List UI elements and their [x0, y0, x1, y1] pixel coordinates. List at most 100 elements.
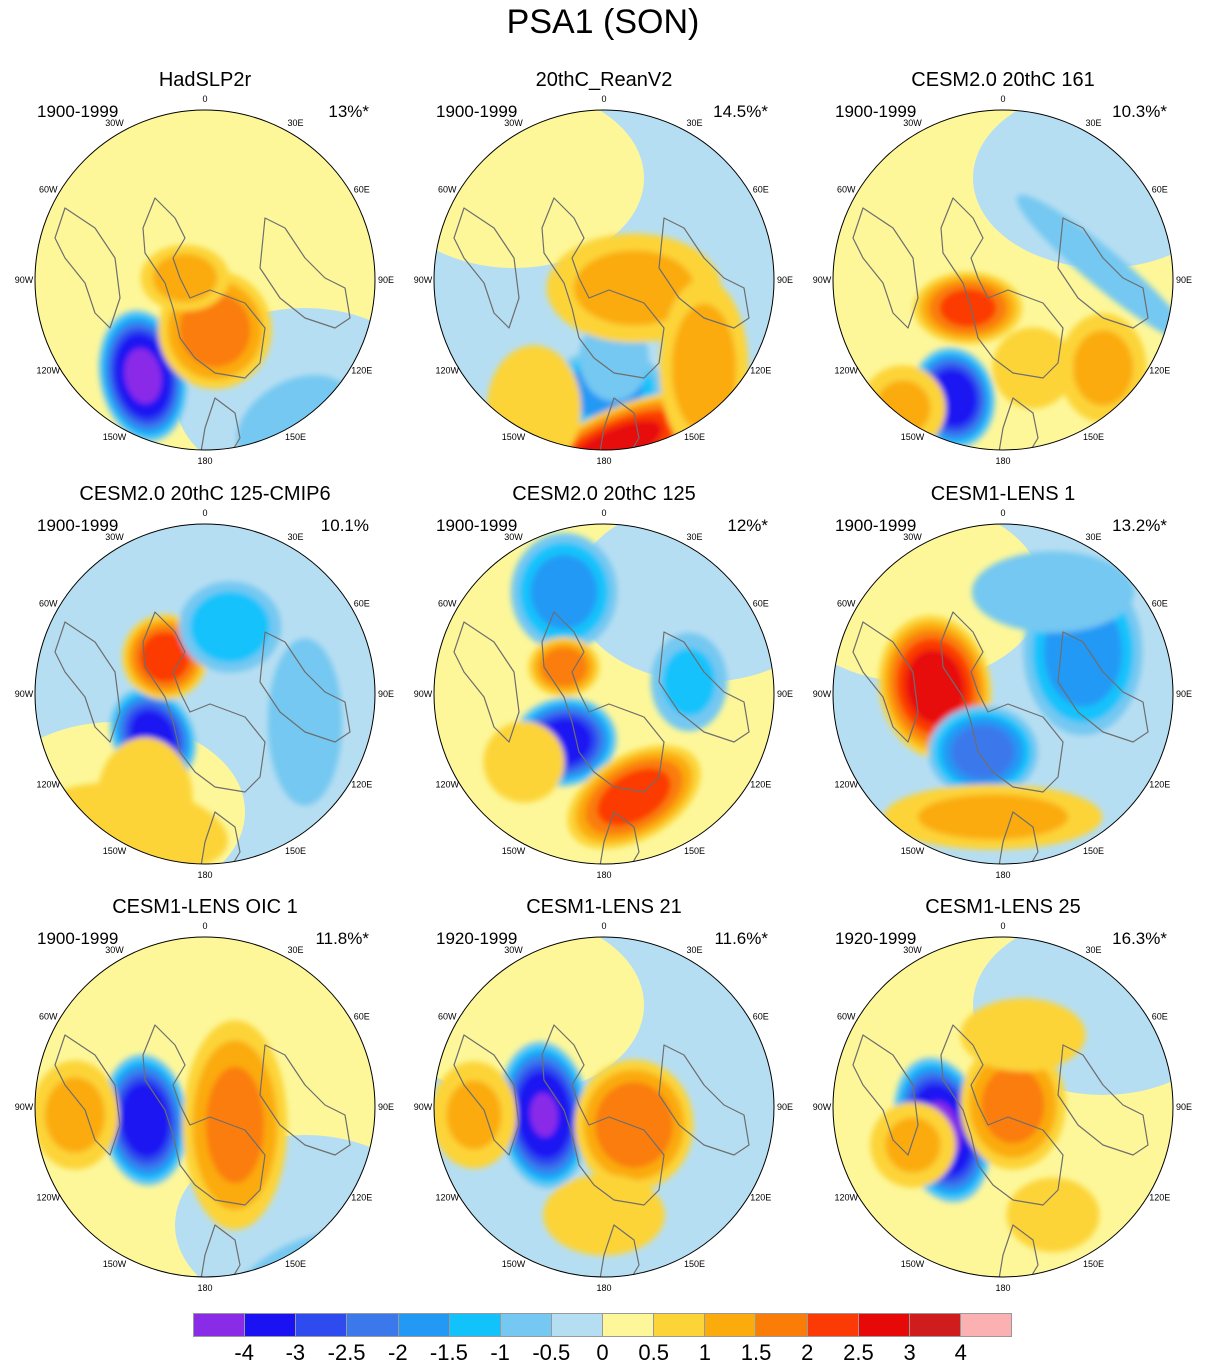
- contour-fill: [190, 591, 270, 663]
- longitude-label: 30W: [105, 118, 124, 128]
- longitude-label: 120E: [1149, 780, 1170, 790]
- anomaly-field: [434, 937, 774, 1277]
- longitude-label: 30E: [287, 945, 303, 955]
- longitude-label: 180: [995, 1283, 1010, 1293]
- panel-title: CESM2.0 20thC 161: [911, 69, 1095, 91]
- colorbar-tick-label: 3: [903, 1340, 916, 1365]
- panel-variance-pct: 13.2%*: [1112, 516, 1167, 535]
- contour-fill: [951, 725, 1015, 779]
- colorbar-tick-label: 2: [801, 1340, 814, 1365]
- contour-fill: [44, 1077, 106, 1153]
- longitude-label: 120W: [435, 366, 459, 376]
- longitude-label: 60E: [753, 599, 769, 609]
- colorbar-tick-label: 0: [596, 1340, 609, 1365]
- polar-map: 0 30E 60E 90E 120E 150E 180 150W 120W 90W 60W 30W: [15, 508, 394, 880]
- panel-variance-pct: 10.1%: [320, 516, 369, 535]
- longitude-label: 150E: [285, 432, 306, 442]
- panel-period: 1900-1999: [436, 102, 518, 121]
- longitude-label: 150W: [901, 432, 925, 442]
- contour-fill: [1006, 1177, 1100, 1253]
- longitude-label: 180: [995, 870, 1010, 880]
- coastline: [142, 197, 266, 379]
- anomaly-field: [833, 937, 1173, 1277]
- colorbar-cell: [245, 1314, 297, 1336]
- contour-fill: [120, 1083, 170, 1157]
- contour-fill: [140, 632, 190, 682]
- longitude-label: 90E: [777, 1102, 793, 1112]
- longitude-label: 90W: [813, 689, 832, 699]
- longitude-label: 60E: [354, 185, 370, 195]
- contour-fill: [992, 327, 1074, 409]
- figure-title: PSA1 (SON): [506, 3, 700, 41]
- panel-variance-pct: 12%*: [727, 516, 768, 535]
- contour-fill: [530, 554, 598, 630]
- longitude-label: 30E: [686, 945, 702, 955]
- longitude-label: 120W: [36, 1193, 60, 1203]
- longitude-label: 60W: [837, 185, 856, 195]
- contour-fill: [917, 794, 1069, 840]
- longitude-label: 180: [995, 456, 1010, 466]
- colorbar-tick-label: -1.5: [429, 1340, 468, 1365]
- longitude-label: 60E: [354, 599, 370, 609]
- colorbar-cell: [909, 1314, 961, 1336]
- longitude-label: 120E: [1149, 366, 1170, 376]
- longitude-label: 30E: [287, 118, 303, 128]
- longitude-label: 0: [601, 94, 606, 104]
- longitude-label: 60W: [39, 599, 58, 609]
- coastline: [54, 1034, 121, 1156]
- colorbar-cell: [960, 1314, 1011, 1336]
- longitude-label: 60W: [438, 599, 457, 609]
- contour-fill: [1072, 330, 1134, 406]
- longitude-label: 30W: [903, 945, 922, 955]
- coastline: [658, 1044, 750, 1156]
- contour-fill: [671, 303, 737, 433]
- map-boundary: [34, 523, 376, 865]
- polar-map: 0 30E 60E 90E 120E 150E 180 150W 120W 90W 60W 30W: [414, 94, 793, 466]
- panel-variance-pct: 11.6%*: [714, 929, 768, 948]
- longitude-label: 60W: [837, 1012, 856, 1022]
- map-panel: CESM1-LENS 25 1920-1999 16.3%* 0 30E 60E 90E 12…: [803, 895, 1203, 1305]
- panel-period: 1900-1999: [835, 102, 917, 121]
- colorbar-cell: [347, 1314, 399, 1336]
- longitude-label: 150W: [502, 432, 526, 442]
- coastline: [541, 197, 665, 379]
- coastline: [1057, 217, 1149, 329]
- colorbar-tick-label: 1.5: [740, 1340, 772, 1365]
- longitude-label: 60E: [753, 1012, 769, 1022]
- colorbar-cell: [756, 1314, 808, 1336]
- longitude-label: 150W: [901, 1259, 925, 1269]
- longitude-label: 30W: [105, 945, 124, 955]
- contour-fill: [971, 551, 1135, 633]
- coastline: [997, 811, 1039, 864]
- map-panel: CESM1-LENS 21 1920-1999 11.6%* 0 30E 60E 90E 12…: [404, 895, 804, 1305]
- longitude-label: 150E: [1083, 1259, 1104, 1269]
- map-boundary: [832, 109, 1174, 451]
- colorbar-tick-label: -4: [234, 1340, 254, 1365]
- longitude-label: 180: [596, 456, 611, 466]
- longitude-label: 90E: [378, 689, 394, 699]
- longitude-label: 90W: [414, 689, 433, 699]
- longitude-label: 180: [197, 870, 212, 880]
- coastline: [259, 631, 351, 743]
- contour-fill: [205, 1066, 265, 1184]
- map-boundary: [433, 936, 775, 1278]
- coastline: [541, 611, 665, 793]
- anomaly-field: [434, 524, 774, 864]
- longitude-label: 30W: [504, 945, 523, 955]
- polar-map: 0 30E 60E 90E 120E 150E 180 150W 120W 90W 60W 30W: [414, 921, 793, 1293]
- longitude-label: 0: [202, 94, 207, 104]
- contour-fill: [573, 250, 695, 326]
- contour-fill: [483, 721, 565, 803]
- colorbar-tick-label: -0.5: [532, 1340, 571, 1365]
- coastline: [259, 1044, 351, 1156]
- longitude-label: 0: [601, 921, 606, 931]
- contour-fill: [595, 1082, 673, 1168]
- coastline: [142, 1024, 266, 1206]
- coastline: [598, 811, 640, 864]
- panel-title: 20thC_ReanV2: [535, 69, 673, 91]
- panel-title: CESM1-LENS 1: [930, 483, 1076, 505]
- coastline: [199, 397, 241, 450]
- colorbar: [193, 1313, 1012, 1337]
- coastline: [259, 217, 351, 329]
- coastline: [54, 621, 121, 743]
